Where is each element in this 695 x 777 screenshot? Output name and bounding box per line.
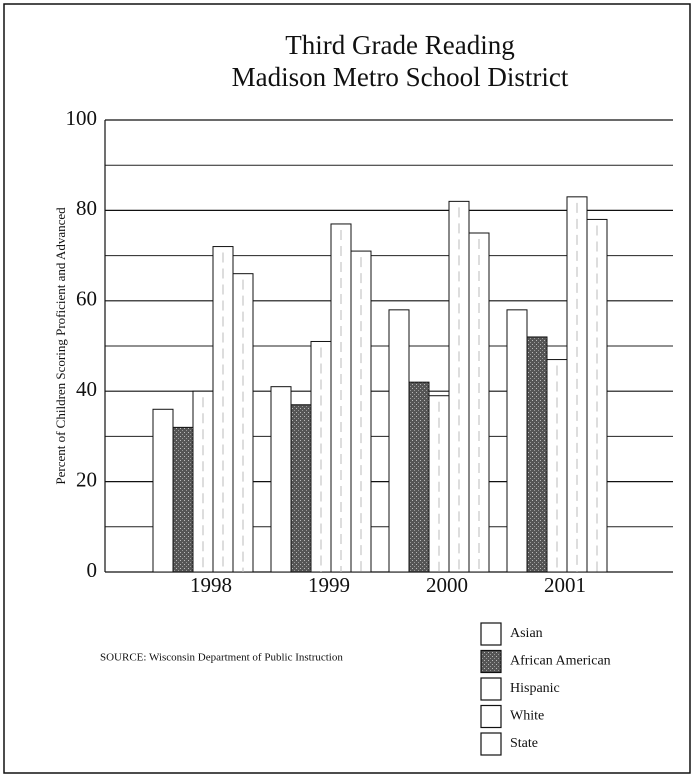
legend-label: White [510, 709, 544, 724]
bar [526, 336, 548, 573]
legend-swatch [480, 704, 502, 729]
bar [388, 309, 410, 573]
chart-title: Third Grade Reading [285, 30, 514, 60]
bar [350, 250, 372, 573]
x-tick-label: 2000 [426, 573, 468, 597]
legend-swatch [480, 732, 502, 756]
bar [290, 404, 312, 573]
x-tick-label: 1999 [308, 573, 350, 597]
legend-label: State [510, 736, 538, 751]
y-axis-label: Percent of Children Scoring Proficient a… [53, 207, 68, 485]
y-tick-label: 80 [76, 196, 97, 220]
frame [3, 3, 691, 774]
x-tick-label: 2001 [544, 573, 586, 597]
bar [408, 381, 430, 573]
bar [310, 340, 332, 573]
bar [172, 426, 194, 573]
source-note: SOURCE: Wisconsin Department of Public I… [100, 652, 343, 664]
legend-label: Asian [510, 626, 543, 641]
legend-label: Hispanic [510, 681, 560, 696]
y-tick-label: 40 [76, 377, 97, 401]
bar [212, 246, 234, 573]
x-tick-label: 1998 [190, 573, 232, 597]
y-tick-label: 60 [76, 287, 97, 311]
legend-label: African American [510, 654, 611, 669]
bar [586, 218, 608, 573]
bar [152, 408, 174, 573]
bar [506, 309, 528, 573]
legend-swatch [480, 677, 502, 701]
legend-swatch [480, 622, 502, 646]
legend-swatch [480, 649, 502, 674]
bar [270, 386, 292, 573]
y-tick-label: 100 [66, 106, 98, 130]
y-tick-label: 0 [87, 558, 98, 582]
y-tick-label: 20 [76, 467, 97, 491]
chart-subtitle: Madison Metro School District [232, 62, 569, 92]
